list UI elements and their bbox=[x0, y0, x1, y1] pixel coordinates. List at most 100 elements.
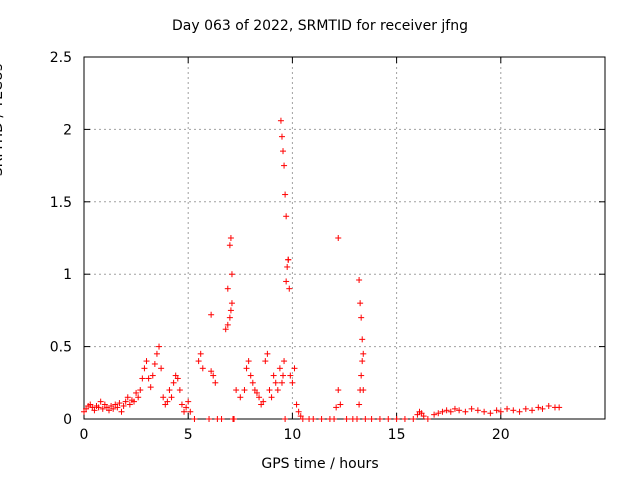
data-point bbox=[212, 379, 219, 386]
data-point bbox=[535, 404, 542, 411]
data-point bbox=[504, 405, 511, 412]
data-point bbox=[283, 278, 290, 285]
data-point bbox=[310, 416, 317, 422]
data-point bbox=[241, 387, 248, 394]
data-point bbox=[510, 407, 517, 414]
data-point bbox=[97, 398, 104, 405]
data-point bbox=[116, 400, 123, 407]
data-point bbox=[95, 404, 102, 411]
data-point bbox=[226, 242, 233, 249]
data-point bbox=[393, 416, 400, 422]
data-point bbox=[149, 372, 156, 379]
data-point bbox=[141, 365, 148, 372]
data-point bbox=[282, 416, 289, 422]
data-point bbox=[260, 398, 267, 405]
data-point bbox=[424, 416, 431, 422]
data-point bbox=[270, 372, 277, 379]
data-point bbox=[522, 405, 529, 412]
data-point bbox=[281, 358, 288, 365]
data-point bbox=[401, 416, 408, 422]
data-point bbox=[356, 401, 363, 408]
y-tick-label: 1 bbox=[63, 267, 72, 283]
data-point bbox=[278, 133, 285, 140]
data-point bbox=[451, 405, 458, 412]
data-point bbox=[356, 276, 363, 283]
data-point bbox=[358, 372, 365, 379]
x-tick-label: 0 bbox=[80, 427, 89, 443]
x-axis-label: GPS time / hours bbox=[261, 456, 379, 472]
data-point bbox=[447, 408, 454, 415]
data-point bbox=[283, 213, 290, 220]
y-tick-label: 2.5 bbox=[50, 50, 72, 66]
data-point bbox=[376, 416, 383, 422]
data-point bbox=[268, 394, 275, 401]
data-point bbox=[481, 408, 488, 415]
data-point bbox=[228, 300, 235, 307]
data-point bbox=[337, 401, 344, 408]
data-point bbox=[170, 379, 177, 386]
data-point bbox=[410, 416, 417, 422]
data-point bbox=[343, 416, 350, 422]
data-point bbox=[183, 404, 190, 411]
data-point bbox=[210, 372, 217, 379]
data-point bbox=[133, 389, 140, 396]
data-point bbox=[174, 375, 181, 382]
data-point bbox=[166, 387, 173, 394]
data-point bbox=[226, 314, 233, 321]
data-point bbox=[360, 387, 367, 394]
data-point bbox=[122, 398, 129, 405]
data-point bbox=[139, 375, 146, 382]
data-point bbox=[145, 375, 152, 382]
data-point bbox=[291, 365, 298, 372]
data-point bbox=[195, 358, 202, 365]
data-point bbox=[262, 358, 269, 365]
data-point bbox=[335, 235, 342, 241]
data-point bbox=[156, 343, 163, 350]
data-point bbox=[222, 326, 229, 333]
data-point bbox=[420, 413, 427, 420]
data-point bbox=[160, 394, 167, 401]
data-point bbox=[228, 271, 235, 278]
data-point bbox=[286, 285, 293, 292]
data-point bbox=[181, 408, 188, 415]
data-point bbox=[272, 379, 279, 386]
data-point bbox=[280, 372, 287, 379]
data-point bbox=[468, 405, 475, 412]
data-point bbox=[497, 408, 504, 415]
data-point bbox=[197, 350, 204, 357]
y-tick-label: 0 bbox=[63, 412, 72, 428]
data-point bbox=[106, 407, 113, 414]
data-point bbox=[295, 408, 302, 415]
data-point bbox=[289, 379, 296, 386]
y-tick-label: 2 bbox=[63, 122, 72, 138]
data-point bbox=[264, 350, 271, 357]
data-point bbox=[187, 408, 194, 415]
data-point bbox=[227, 307, 234, 314]
data-point bbox=[199, 365, 206, 372]
x-tick-label: 20 bbox=[492, 427, 510, 443]
data-point bbox=[293, 401, 300, 408]
data-point bbox=[168, 394, 175, 401]
data-point bbox=[164, 398, 171, 405]
data-point bbox=[227, 235, 234, 241]
data-point bbox=[280, 148, 287, 155]
data-point bbox=[153, 350, 160, 357]
data-point bbox=[247, 372, 254, 379]
x-tick-label: 15 bbox=[388, 427, 406, 443]
data-point bbox=[126, 401, 133, 408]
data-point bbox=[151, 360, 158, 367]
y-tick-label: 0.5 bbox=[50, 340, 72, 356]
data-point bbox=[110, 405, 117, 412]
data-point bbox=[208, 311, 215, 318]
data-point bbox=[277, 117, 284, 124]
data-point bbox=[284, 263, 291, 270]
data-point bbox=[191, 416, 198, 422]
data-point bbox=[282, 191, 289, 198]
data-point bbox=[318, 416, 325, 422]
data-point bbox=[431, 411, 438, 418]
data-point bbox=[358, 314, 365, 321]
data-point bbox=[237, 394, 244, 401]
plot-frame bbox=[83, 56, 606, 420]
data-point bbox=[233, 387, 240, 394]
data-point bbox=[274, 387, 281, 394]
